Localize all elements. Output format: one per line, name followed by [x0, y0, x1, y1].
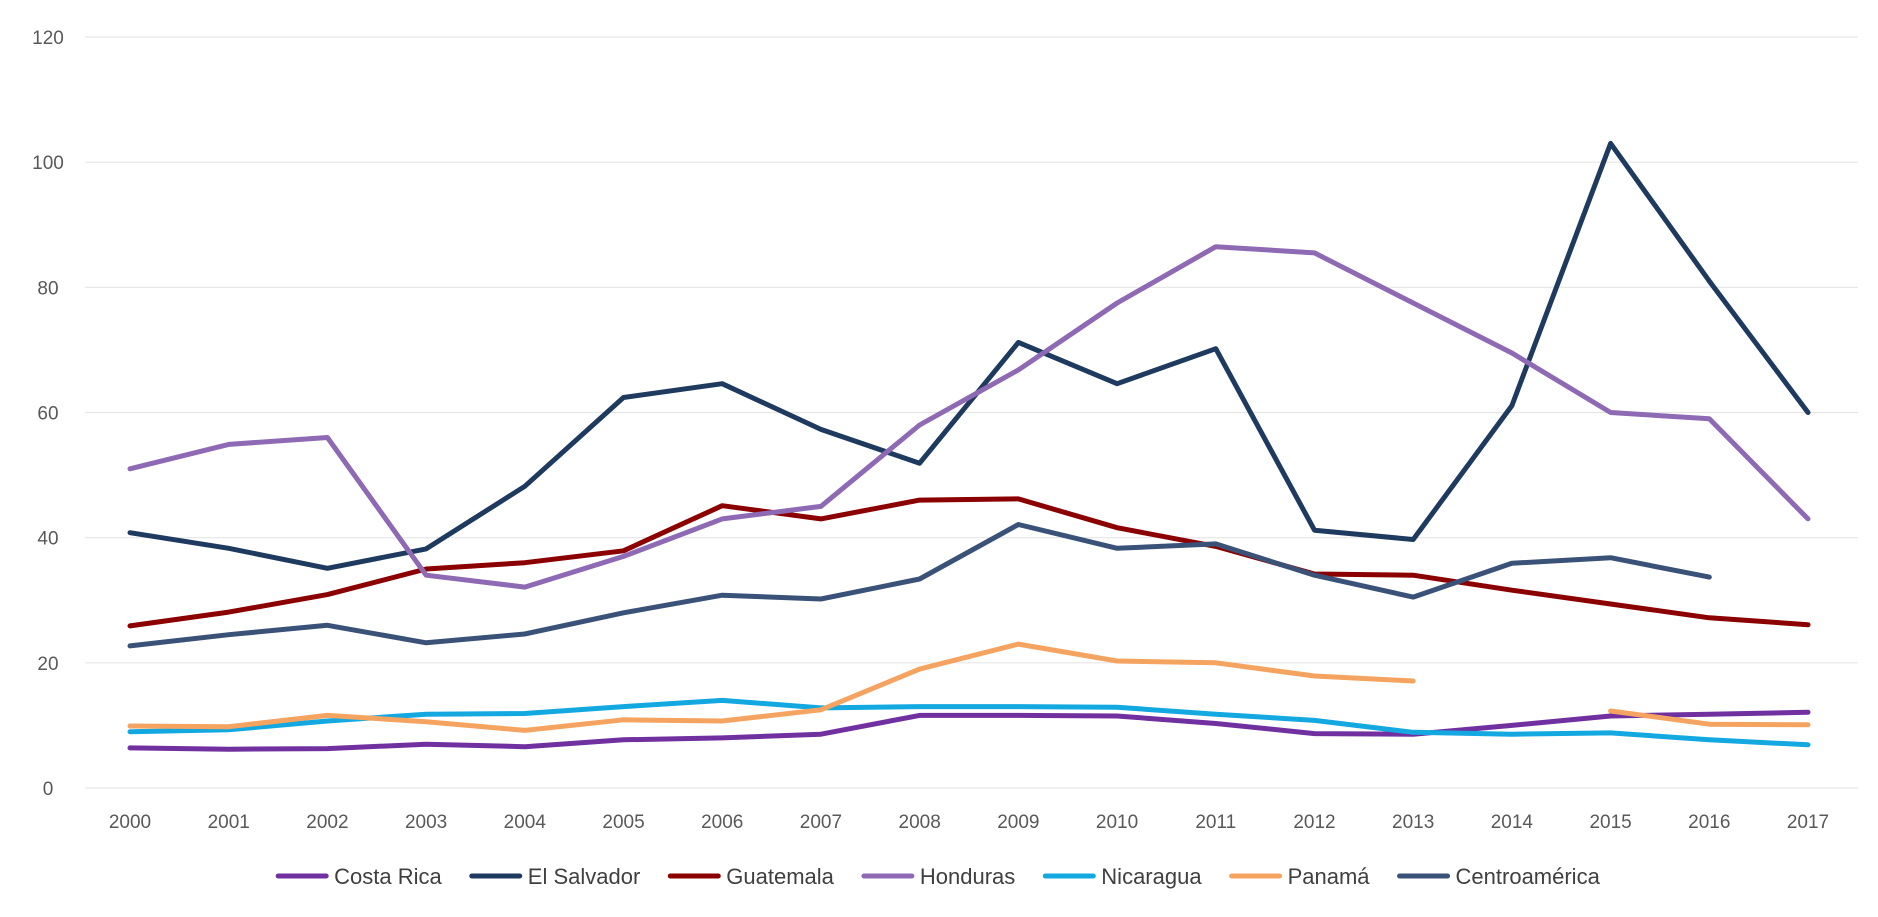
legend-label: Costa Rica	[334, 864, 442, 889]
legend-item: Costa Rica	[275, 864, 443, 889]
series-line-costa-rica	[127, 709, 1811, 752]
x-tick-label: 2003	[405, 812, 447, 833]
x-tick-label: 2011	[1195, 812, 1236, 833]
y-tick-label: 80	[37, 278, 58, 299]
x-tick-label: 2007	[800, 812, 842, 833]
series-line-el-salvador	[127, 140, 1811, 571]
x-tick-label: 2002	[306, 812, 348, 833]
x-tick-label: 2014	[1491, 812, 1534, 833]
gridlines	[85, 36, 1858, 789]
series-line-nicaragua	[127, 697, 1811, 748]
y-tick-label: 20	[37, 654, 58, 675]
legend-item: Centroamérica	[1397, 864, 1601, 889]
x-tick-label: 2001	[208, 812, 250, 833]
legend-item: Honduras	[861, 864, 1015, 889]
x-tick-label: 2010	[1096, 812, 1138, 833]
y-tick-label: 60	[37, 404, 58, 425]
x-tick-label: 2004	[504, 812, 547, 833]
x-tick-label: 2008	[899, 812, 941, 833]
x-tick-label: 2009	[997, 812, 1039, 833]
y-tick-label: 40	[37, 529, 58, 550]
y-tick-label: 120	[32, 28, 64, 49]
x-tick-label: 2000	[109, 812, 151, 833]
legend: Costa Rica El Salvador Guatemala Honduras Ni…	[275, 864, 1601, 889]
legend-item: Nicaragua	[1042, 864, 1202, 889]
x-tick-label: 2005	[602, 812, 644, 833]
series-lines	[127, 140, 1811, 752]
series-line-centroamerica	[127, 522, 1712, 649]
x-tick-label: 2017	[1787, 812, 1829, 833]
legend-label: Honduras	[920, 864, 1015, 889]
series-line-panama	[127, 641, 1811, 733]
legend-item: Panamá	[1229, 864, 1371, 889]
x-tick-label: 2012	[1293, 812, 1335, 833]
y-tick-label: 0	[43, 779, 54, 800]
x-tick-label: 2006	[701, 812, 743, 833]
legend-label: Panamá	[1288, 864, 1371, 889]
series-line-guatemala	[127, 496, 1811, 629]
x-axis-tick-labels: 2000 2001 2002 2003 2004 2005 2006 2007 2008 2009…	[109, 812, 1829, 833]
y-tick-label: 100	[32, 153, 64, 174]
legend-item: Guatemala	[667, 864, 835, 889]
x-tick-label: 2013	[1392, 812, 1434, 833]
legend-label: El Salvador	[528, 864, 641, 889]
series-line-honduras	[127, 244, 1811, 590]
x-tick-label: 2016	[1688, 812, 1730, 833]
legend-label: Guatemala	[726, 864, 834, 889]
y-axis-tick-labels: 0 20 40 60 80 100 120	[32, 28, 64, 800]
legend-item: El Salvador	[469, 864, 641, 889]
legend-label: Nicaragua	[1101, 864, 1202, 889]
legend-label: Centroamérica	[1456, 864, 1601, 889]
x-tick-label: 2015	[1589, 812, 1631, 833]
